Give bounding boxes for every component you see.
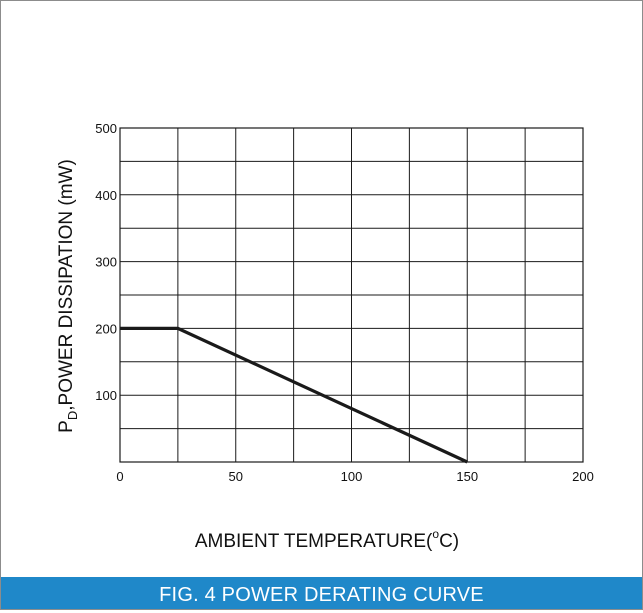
derating-curve-line <box>120 326 468 464</box>
y-axis-title-subscript: D <box>65 411 80 420</box>
y-axis-title: PD,POWER DISSIPATION (mW) <box>56 159 80 433</box>
y-axis-title-p: P <box>56 420 77 433</box>
x-tick-label: 100 <box>341 469 363 484</box>
y-tick-label: 100 <box>95 388 117 403</box>
grid-lines <box>120 128 583 462</box>
y-tick-label: 300 <box>95 255 117 270</box>
y-tick-label: 400 <box>95 188 117 203</box>
y-tick-label: 200 <box>95 321 117 336</box>
figure-caption: FIG. 4 POWER DERATING CURVE <box>1 577 642 609</box>
x-tick-label: 0 <box>116 469 123 484</box>
x-tick-labels: 0 50 100 150 200 <box>116 469 593 484</box>
x-axis-title-unit: C) <box>439 531 459 552</box>
x-axis-title-main: AMBIENT TEMPERATURE( <box>195 531 433 552</box>
plot-area-border <box>119 127 584 463</box>
x-axis-title: AMBIENT TEMPERATURE(oC) <box>195 527 459 552</box>
y-axis-title-rest: ,POWER DISSIPATION (mW) <box>56 159 77 411</box>
x-tick-label: 50 <box>229 469 243 484</box>
x-tick-label: 200 <box>572 469 594 484</box>
x-axis-title-degree: o <box>432 527 439 541</box>
y-tick-label: 500 <box>95 121 117 136</box>
y-tick-labels: 100 200 300 400 500 <box>95 121 117 403</box>
x-tick-label: 150 <box>456 469 478 484</box>
